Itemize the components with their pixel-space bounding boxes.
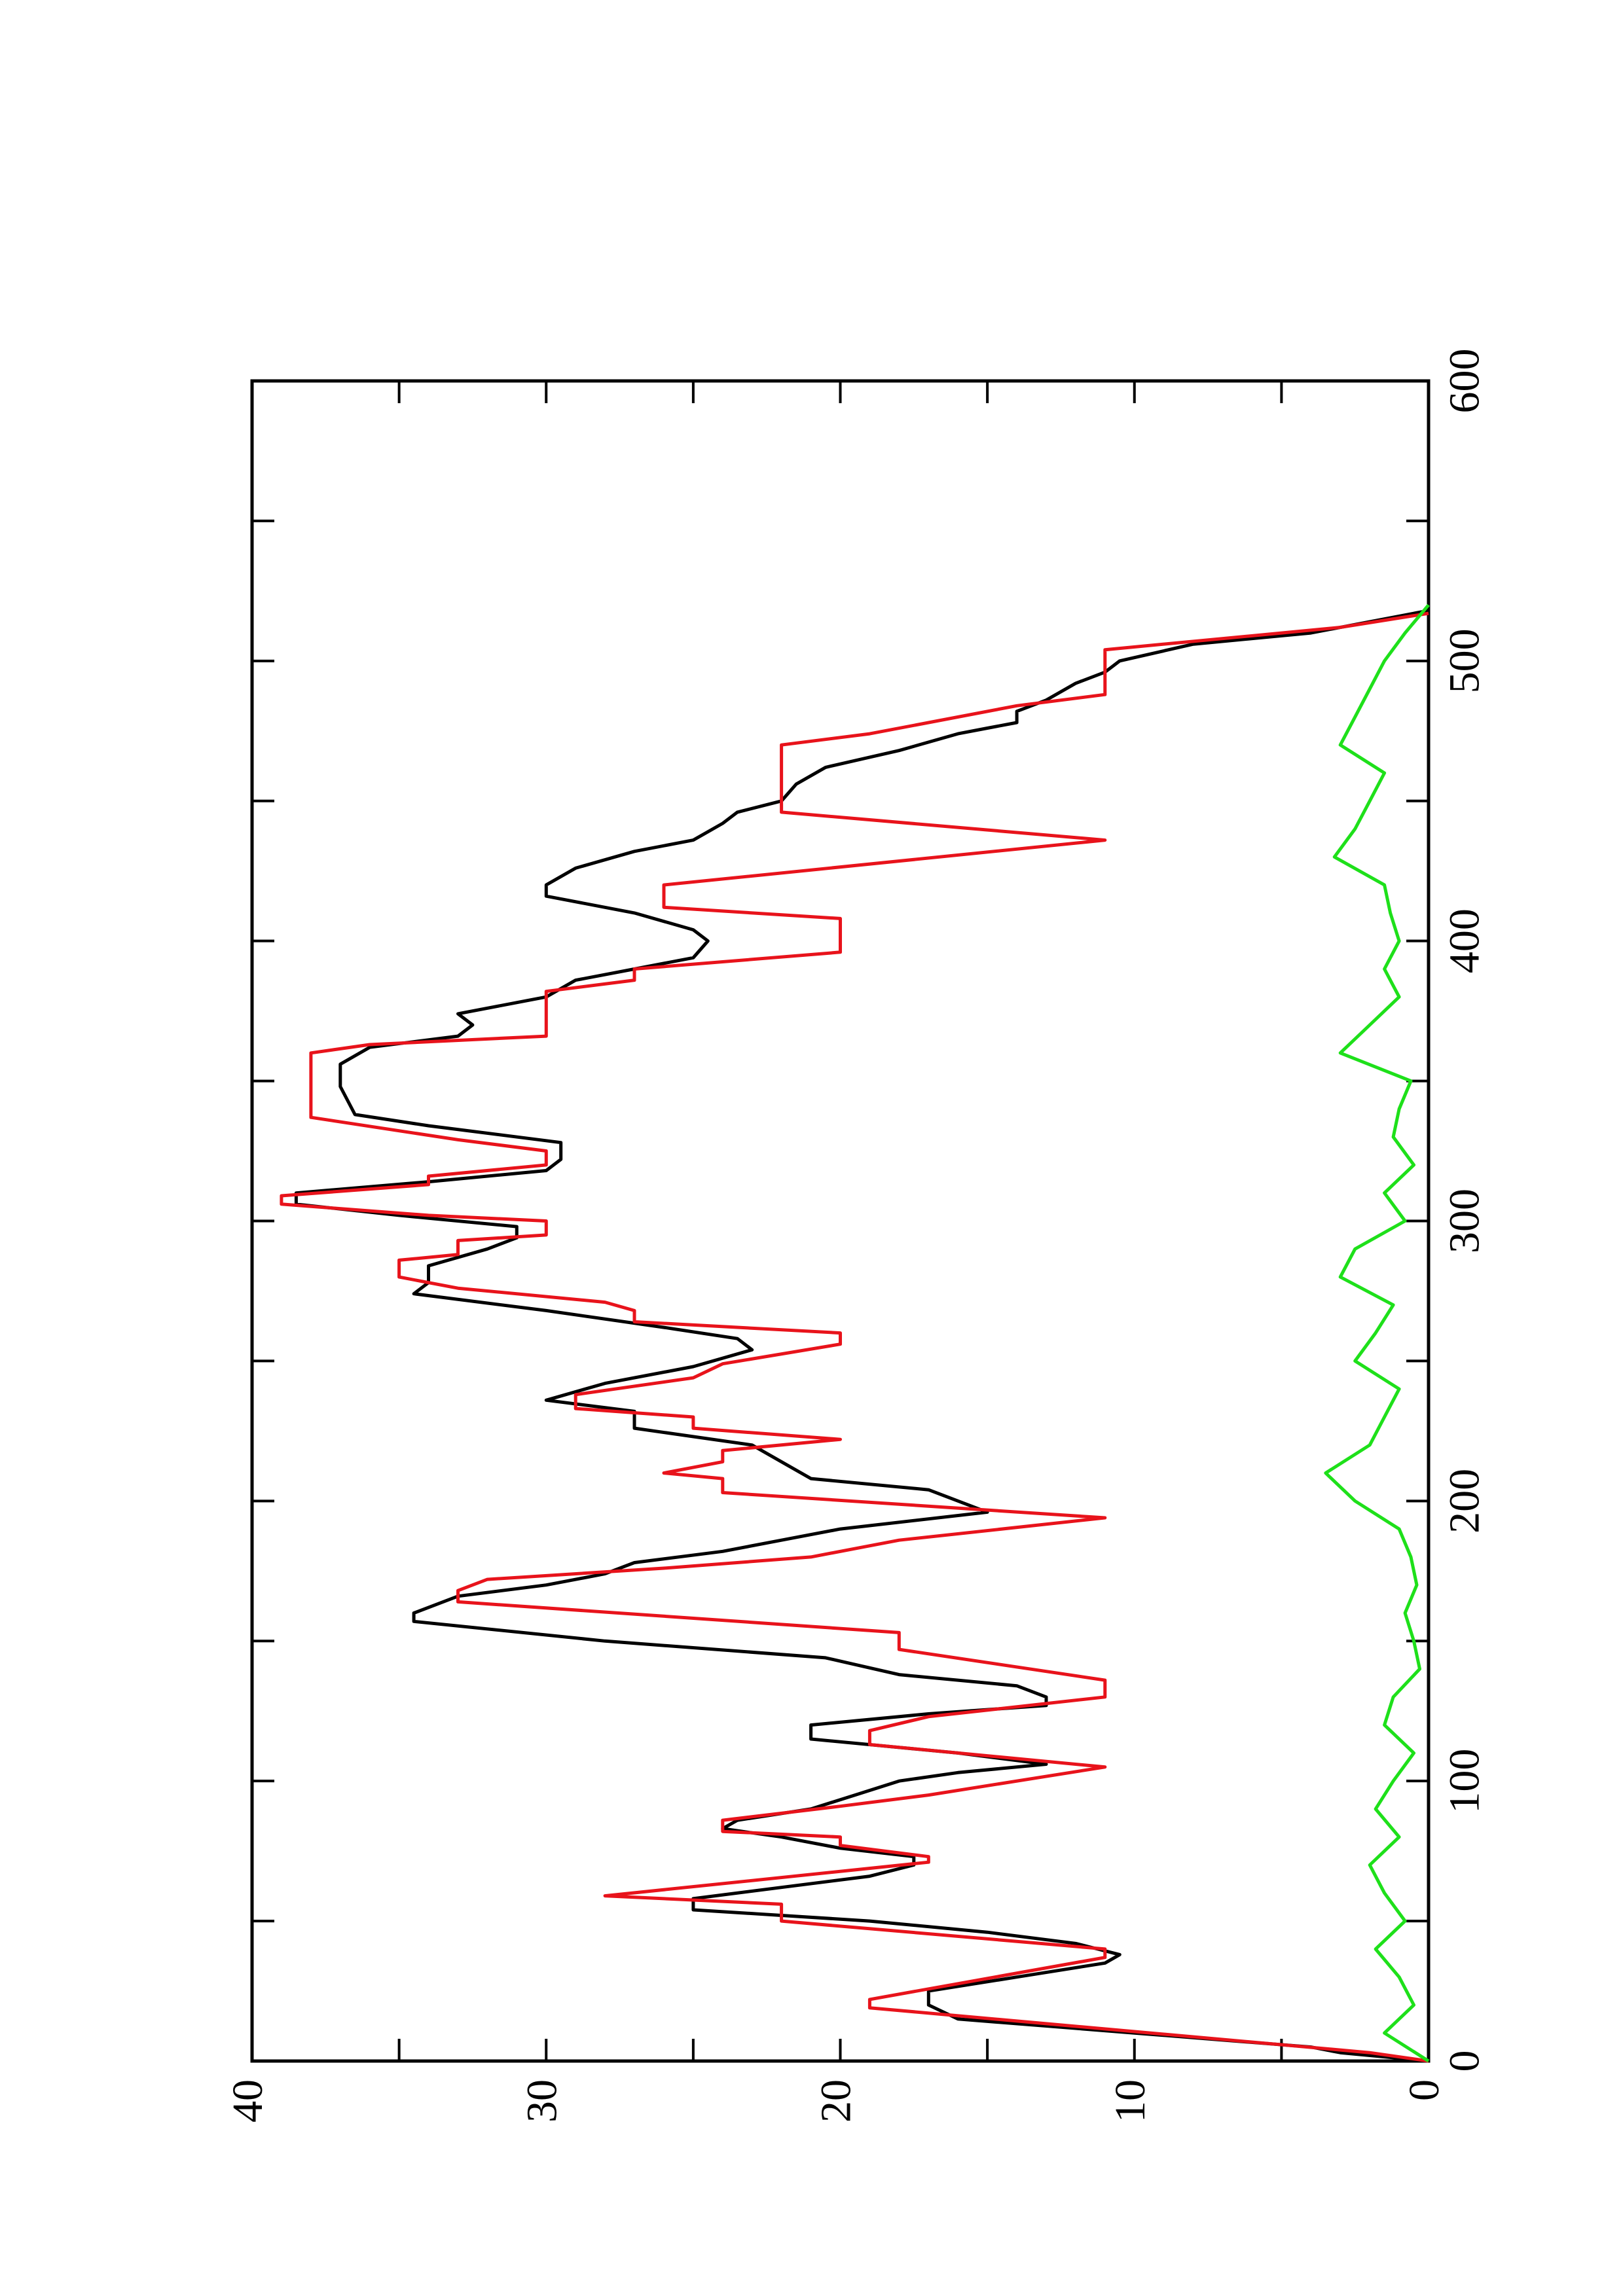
y-tick-label: 20 [812, 2079, 860, 2123]
x-tick-label: 300 [1440, 1189, 1488, 1253]
x-tick-label: 600 [1440, 349, 1488, 414]
x-tick-label: 100 [1440, 1749, 1488, 1814]
y-tick-label: 10 [1106, 2079, 1154, 2123]
y-tick-label: 40 [224, 2079, 272, 2123]
x-tick-label: 0 [1440, 2051, 1488, 2072]
data-line [280, 611, 1429, 2063]
y-tick-label: 0 [1400, 2079, 1448, 2101]
x-tick-label: 200 [1440, 1469, 1488, 1534]
data-line [294, 609, 1429, 2063]
x-tick-label: 400 [1440, 908, 1488, 973]
x-tick-label: 500 [1440, 628, 1488, 693]
data-line [1324, 603, 1430, 2063]
y-tick-label: 30 [518, 2079, 566, 2123]
